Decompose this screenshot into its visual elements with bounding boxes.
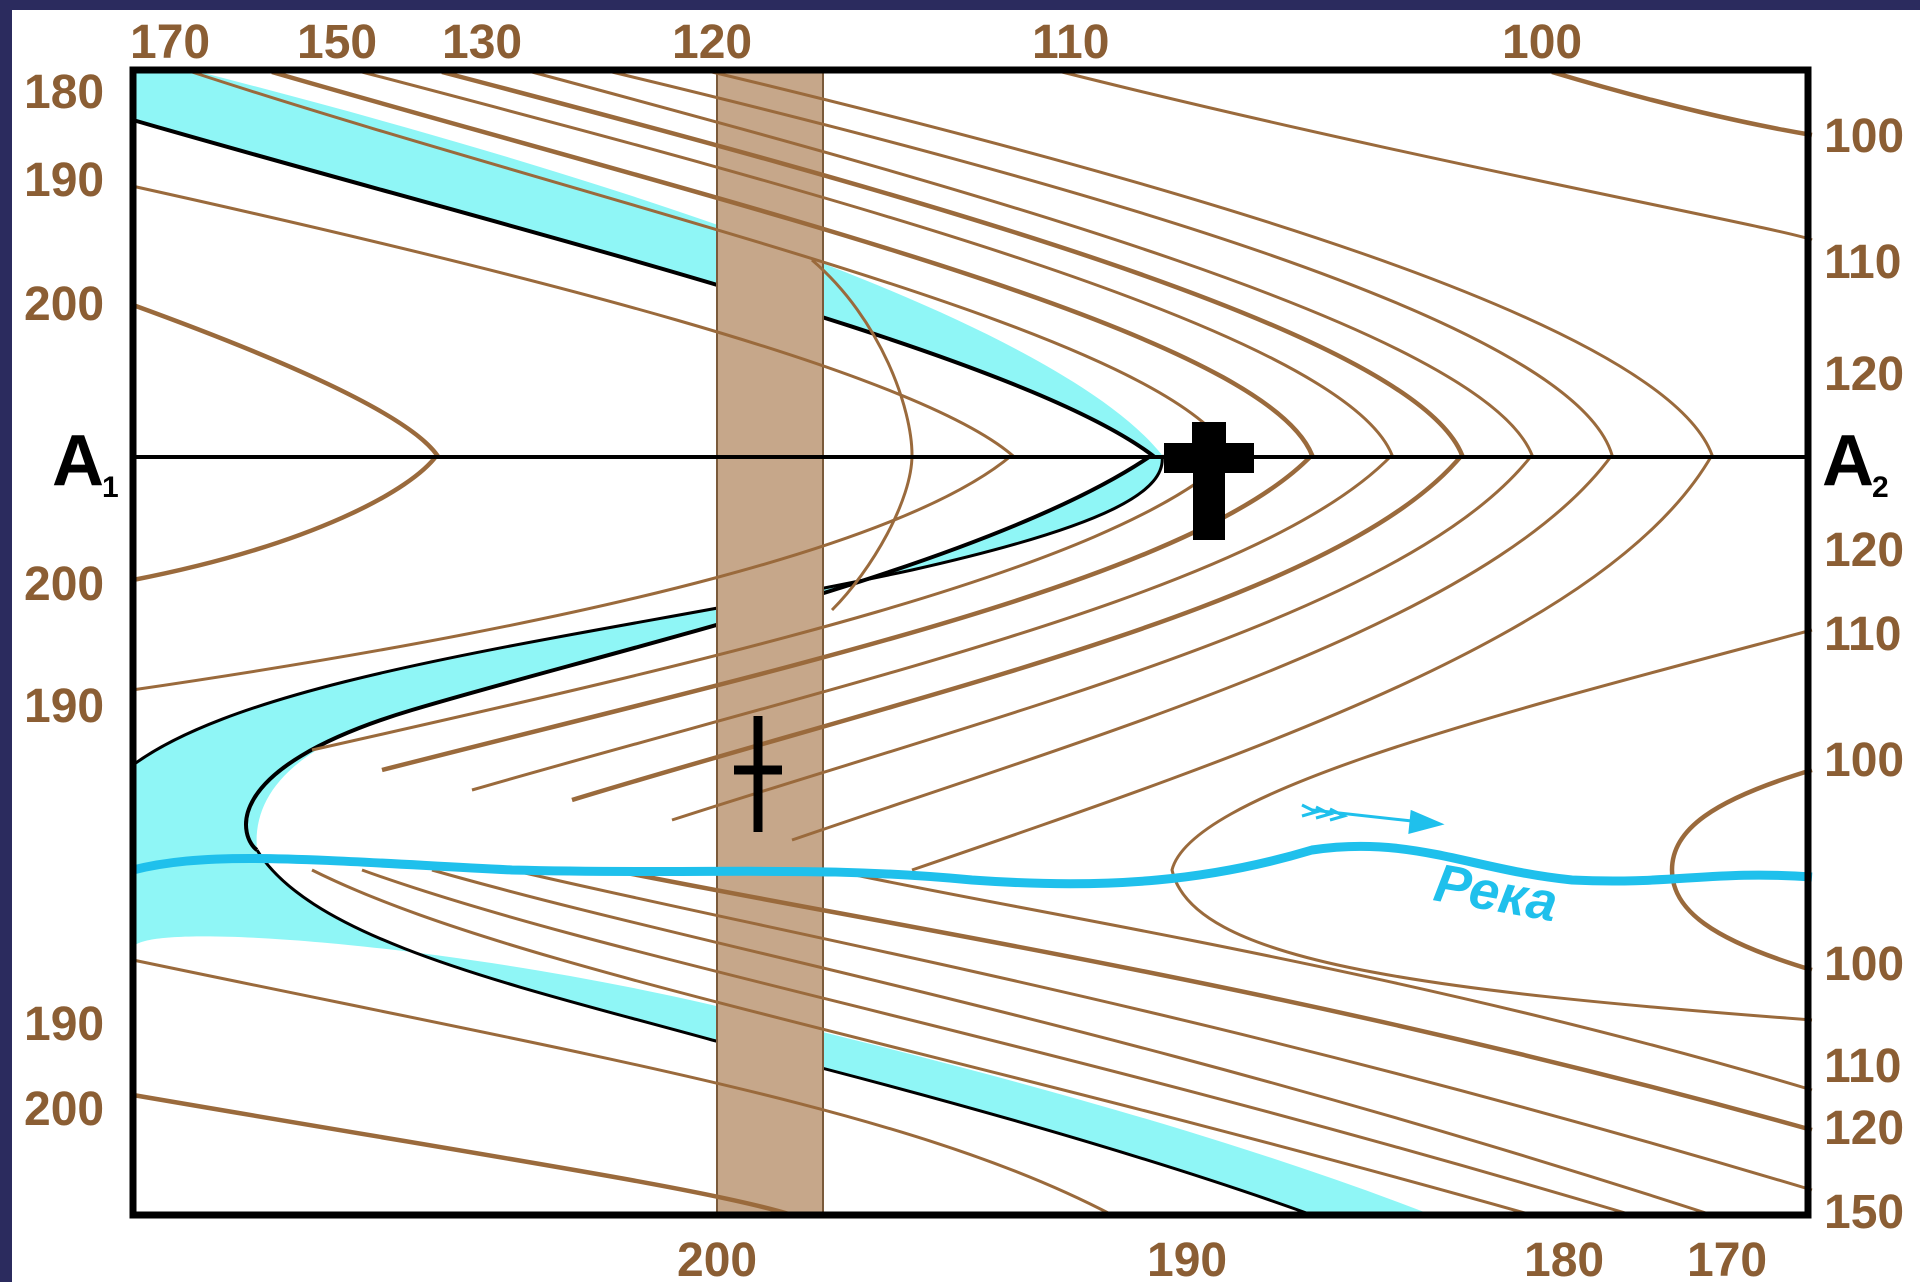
point-a2-label: A (1822, 421, 1874, 501)
right-label: 110 (1824, 236, 1901, 289)
ridge-band-outer-edge (132, 118, 1156, 852)
bottom-label: 200 (677, 1234, 757, 1282)
river (131, 841, 1813, 889)
right-label: 110 (1824, 608, 1901, 661)
point-a2-subscript: 2 (1872, 471, 1889, 504)
left-label: 190 (24, 680, 104, 733)
grave-cross-icon (734, 716, 782, 832)
left-label: 200 (24, 558, 104, 611)
left-label: 190 (24, 998, 104, 1051)
left-label: 180 (24, 66, 104, 119)
river-flow-arrow-icon (1301, 803, 1445, 835)
right-elevation-labels: 100 110 120 120 110 100 100 110 120 150 (1824, 110, 1904, 1239)
bottom-label: 180 (1524, 1234, 1604, 1282)
church-cross-icon (1164, 422, 1254, 540)
top-label: 100 (1502, 16, 1582, 69)
right-label: 120 (1824, 524, 1904, 577)
left-label: 200 (24, 278, 104, 331)
bottom-label: 190 (1147, 1234, 1227, 1282)
top-label: 130 (442, 16, 522, 69)
top-label: 110 (1032, 16, 1109, 69)
topographic-map: Река A 1 A 2 170 150 130 120 110 100 180… (24, 16, 1904, 1282)
right-label: 120 (1824, 1102, 1904, 1155)
map-canvas: Река A 1 A 2 170 150 130 120 110 100 180… (12, 10, 1920, 1282)
top-label: 150 (297, 16, 377, 69)
right-label: 150 (1824, 1186, 1904, 1239)
road-strip (716, 71, 824, 1216)
right-label: 100 (1824, 110, 1904, 163)
right-label: 110 (1824, 1040, 1901, 1093)
map-border (129, 66, 1812, 1219)
left-elevation-labels: 180 190 200 200 190 190 200 (24, 66, 104, 1136)
point-a1-label: A (52, 421, 104, 501)
right-label: 120 (1824, 348, 1904, 401)
right-label: 100 (1824, 938, 1904, 991)
left-label: 200 (24, 1083, 104, 1136)
river-label: Река (1430, 853, 1562, 934)
top-label: 120 (672, 16, 752, 69)
contour-lines (131, 69, 1813, 1218)
bottom-label: 170 (1687, 1234, 1767, 1282)
bottom-elevation-labels: 200 190 180 170 (677, 1234, 1767, 1282)
top-label: 170 (130, 16, 210, 69)
left-label: 190 (24, 154, 104, 207)
top-elevation-labels: 170 150 130 120 110 100 (130, 16, 1582, 69)
point-a1-subscript: 1 (102, 471, 119, 504)
right-label: 100 (1824, 734, 1904, 787)
